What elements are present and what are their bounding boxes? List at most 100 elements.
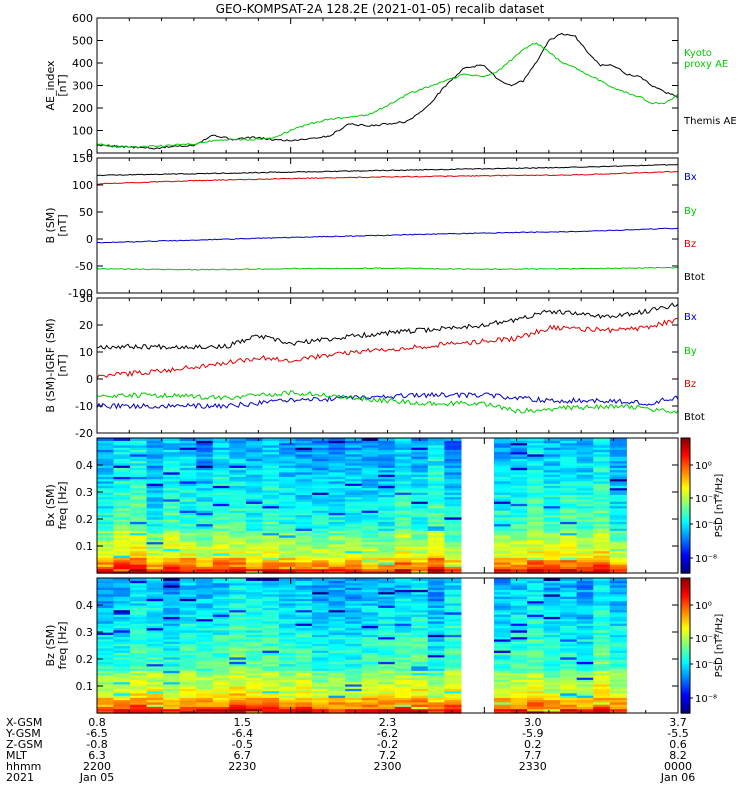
- ephemeris-row-label: 2021: [6, 771, 34, 784]
- y-axis-label: Bx (SM): [44, 484, 57, 527]
- panel-frame: [96, 17, 679, 154]
- colorbar-tick-label: 10⁻⁴: [695, 660, 717, 671]
- colorbar-tick-label: 10⁻⁸: [695, 694, 717, 705]
- ephemeris-value: 3.7: [669, 716, 687, 729]
- series-line-kyoto-proxy-ae: [96, 42, 679, 149]
- ephemeris-value: -0.5: [232, 738, 253, 751]
- y-tick-label: 0: [86, 233, 93, 246]
- series-line-by: [96, 390, 679, 414]
- colorbar-tick-label: 10⁰: [695, 461, 712, 472]
- y-tick-label: -100: [68, 287, 93, 300]
- ephemeris-value: 2330: [519, 760, 547, 773]
- ephemeris-value: -6.2: [377, 727, 398, 740]
- y-axis-label: AE_index: [44, 60, 57, 111]
- colorbar-tick-label: 10⁻²: [695, 494, 717, 505]
- ephemeris-value: 2.3: [379, 716, 397, 729]
- y-axis-label: Bz (SM): [44, 625, 57, 667]
- ephemeris-value: 8.2: [669, 749, 687, 762]
- panel-bz: 10⁰ 10⁻² 10⁻⁴ 10⁻⁸ PSD [nT²/Hz] 0.1 0.2 0.3 0.4 B…: [44, 577, 725, 714]
- y-axis-label: [nT]: [56, 354, 69, 376]
- panel-frame: [96, 297, 679, 434]
- series-line-by: [96, 266, 679, 271]
- y-tick-label: 600: [72, 12, 93, 25]
- colorbar: 10⁰ 10⁻² 10⁻⁴ 10⁻⁸ PSD [nT²/Hz]: [680, 437, 725, 574]
- legend-entry: Btot: [684, 412, 705, 423]
- y-tick-label: 200: [72, 102, 93, 115]
- y-tick-label: 400: [72, 57, 93, 70]
- ephemeris-value: Jan 05: [79, 771, 114, 784]
- y-tick-label: -10: [75, 400, 93, 413]
- y-tick-label: 0.2: [76, 653, 94, 666]
- legend-entry: Bz: [684, 379, 696, 390]
- panel-bsm: Bx By Bz Btot -100 -50 0 50 100 150 B (SM) [nT]: [44, 152, 705, 300]
- ephemeris-value: -0.8: [86, 738, 107, 751]
- y-axis-label: freq [Hz]: [56, 621, 69, 669]
- colorbar-tick-label: 10⁰: [695, 601, 712, 612]
- panel-bigrf: Bx By Bz Btot -20 -10 0 10 20 30 B (SM)-IGRF (SM)[…: [44, 292, 705, 440]
- series-line-themis-ae: [96, 32, 679, 150]
- colorbar-label: PSD [nT²/Hz]: [714, 614, 725, 678]
- series-line-bz: [96, 317, 679, 379]
- ephemeris-row-label: Z-GSM: [6, 738, 43, 751]
- legend-entry: Kyoto: [684, 48, 712, 59]
- y-tick-label: 0.4: [76, 599, 94, 612]
- ephemeris-value: 2300: [374, 760, 402, 773]
- ephemeris-row-label: Y-GSM: [5, 727, 41, 740]
- ephemeris-value: -5.9: [522, 727, 543, 740]
- colorbar-tick-label: 10⁻²: [695, 634, 717, 645]
- legend-entry: Bz: [684, 239, 696, 250]
- series-line-bz: [96, 170, 679, 185]
- y-tick-label: 0.3: [76, 626, 94, 639]
- ephemeris-value: 6.3: [88, 749, 106, 762]
- series-line-bx: [96, 227, 679, 244]
- series-line-btot: [96, 163, 679, 177]
- ephemeris-value: 7.2: [379, 749, 397, 762]
- heatmap-cells: [97, 578, 627, 714]
- ephemeris-value: -0.2: [377, 738, 398, 751]
- y-tick-label: 0.4: [76, 459, 94, 472]
- ephemeris-row-label: X-GSM: [6, 716, 42, 729]
- ephemeris-value: 2200: [83, 760, 111, 773]
- y-tick-label: 20: [79, 319, 93, 332]
- figure-title: GEO-KOMPSAT-2A 128.2E (2021-01-05) recal…: [216, 2, 545, 16]
- series-line-btot: [96, 302, 679, 351]
- ephemeris-value: 0000: [664, 760, 692, 773]
- colorbar: 10⁰ 10⁻² 10⁻⁴ 10⁻⁸ PSD [nT²/Hz]: [680, 577, 725, 714]
- ephemeris-value: 0.8: [88, 716, 106, 729]
- y-tick-label: 50: [79, 206, 93, 219]
- y-tick-label: 0.1: [76, 680, 94, 693]
- legend-entry: proxy AE: [684, 59, 728, 70]
- ephemeris-row-label: hhmm: [6, 760, 41, 773]
- legend-entry: Themis AE: [683, 116, 737, 127]
- y-tick-label: 0.1: [76, 540, 94, 553]
- y-tick-label: 100: [72, 125, 93, 138]
- y-tick-label: 0: [86, 373, 93, 386]
- y-axis-label: [nT]: [56, 214, 69, 236]
- ephemeris-value: 7.7: [524, 749, 542, 762]
- y-tick-label: -50: [75, 260, 93, 273]
- colorbar-frame: [680, 577, 691, 714]
- ephemeris-value: 2230: [228, 760, 256, 773]
- heatmap-cells: [97, 438, 627, 574]
- ephemeris-value: 6.7: [234, 749, 252, 762]
- legend-entry: Btot: [684, 272, 705, 283]
- ephemeris-row-label: MLT: [6, 749, 27, 762]
- colorbar-label: PSD [nT²/Hz]: [714, 474, 725, 538]
- ephemeris-value: 0.6: [669, 738, 687, 751]
- legend-entry: Bx: [684, 172, 697, 183]
- y-tick-label: 500: [72, 35, 93, 48]
- y-tick-label: 10: [79, 346, 93, 359]
- y-tick-label: 0.3: [76, 486, 94, 499]
- colorbar-tick-label: 10⁻⁴: [695, 520, 717, 531]
- panel-frame: [96, 157, 679, 294]
- ephemeris-value: -6.5: [86, 727, 107, 740]
- colorbar-frame: [680, 437, 691, 574]
- y-tick-label: 0.2: [76, 513, 94, 526]
- y-axis-label: B (SM)-IGRF (SM): [44, 318, 57, 412]
- ephemeris-value: 1.5: [234, 716, 252, 729]
- legend-entry: Bx: [684, 312, 697, 323]
